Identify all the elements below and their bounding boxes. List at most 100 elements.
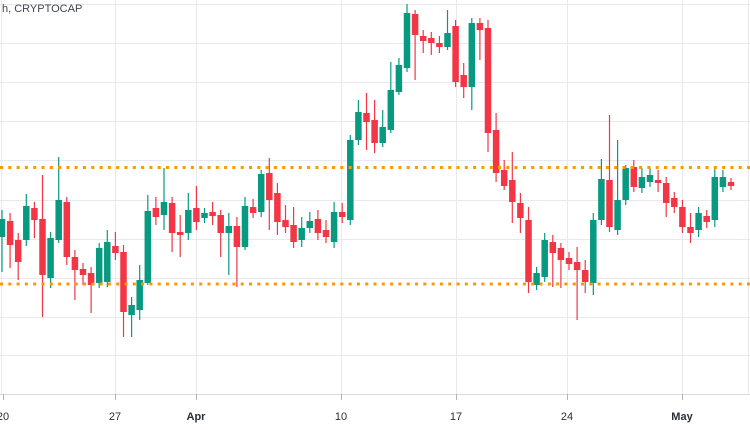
candle-body-down <box>606 180 613 227</box>
candle-body-up <box>55 200 62 240</box>
candle-body-down <box>63 202 71 257</box>
candle-body-up <box>590 220 597 283</box>
candle-body-down <box>282 220 289 227</box>
candle-body-down <box>176 232 184 235</box>
candle-body-down <box>249 207 257 213</box>
candle-body-up <box>136 280 143 310</box>
candle-body-up <box>638 177 646 188</box>
candle-body-down <box>662 183 670 203</box>
time-axis-label[interactable]: 27 <box>109 411 121 423</box>
candle-body-down <box>549 242 557 253</box>
time-axis-label[interactable]: 20 <box>0 411 9 423</box>
candle-body-down <box>703 216 710 222</box>
candle-body-down <box>290 225 297 242</box>
candle-body-down <box>314 219 322 233</box>
candle-body-down <box>87 273 95 285</box>
time-axis-label[interactable]: 10 <box>335 411 347 423</box>
time-axis-label[interactable]: 17 <box>450 411 462 423</box>
candle-body-down <box>419 36 427 41</box>
candle-body-down <box>654 180 662 183</box>
candle-body-up <box>241 206 249 247</box>
candle-body-up <box>95 248 103 283</box>
candle-body-down <box>476 23 484 30</box>
candle-body-up <box>387 90 395 130</box>
candle-body-down <box>630 167 638 187</box>
candle-body-down <box>371 120 378 143</box>
candle-body-down <box>573 262 581 270</box>
candle-body-up <box>144 211 152 283</box>
candle-body-up <box>646 175 654 182</box>
candle-body-down <box>39 219 46 275</box>
candle-body-up <box>533 273 540 285</box>
time-axis-label[interactable]: May <box>671 411 693 423</box>
candle-body-up <box>395 65 403 92</box>
candle-body-down <box>436 43 443 47</box>
candle-body-down <box>217 215 224 233</box>
candle-body-down <box>233 226 241 247</box>
candle-body-up <box>160 202 168 215</box>
candle-body-down <box>322 230 330 237</box>
candle-body-up <box>379 127 386 143</box>
candle-body-down <box>671 198 678 207</box>
candle-body-down <box>687 227 694 233</box>
candle-body-up <box>201 213 208 218</box>
candle-body-up <box>185 210 192 233</box>
candle-body-down <box>727 182 735 186</box>
candle-body-down <box>509 180 516 202</box>
candle-body-down <box>6 221 14 245</box>
candle-body-down <box>71 257 79 270</box>
candle-body-down <box>209 212 216 216</box>
candle-body-down <box>193 208 200 222</box>
candle-body-up <box>0 219 6 237</box>
candle-body-up <box>298 228 305 240</box>
candle-body-up <box>403 13 411 68</box>
time-axis-label[interactable]: 24 <box>561 411 573 423</box>
symbol-label: h, CRYPTOCAP <box>2 3 83 15</box>
candle-body-up <box>47 238 54 278</box>
candle-body-down <box>517 203 524 218</box>
candle-body-up <box>330 212 338 242</box>
candle-body-down <box>484 28 492 133</box>
candle-body-up <box>306 221 314 228</box>
candle-body-down <box>411 14 419 35</box>
candle-body-down <box>120 252 127 312</box>
candle-body-up <box>225 226 233 233</box>
candle-body-down <box>452 26 459 82</box>
candle-body-down <box>428 38 435 43</box>
candle-body-down <box>274 193 281 222</box>
candle-body-up <box>257 174 265 212</box>
candle-body-up <box>444 33 451 47</box>
candle-body-up <box>711 177 719 220</box>
candle-body-up <box>23 206 30 240</box>
candle-body-down <box>565 258 573 264</box>
candle-body-down <box>152 208 160 217</box>
candle-body-up <box>622 168 629 200</box>
candle-body-down <box>500 170 508 186</box>
candle-body-up <box>541 240 548 277</box>
candle-body-down <box>112 246 119 253</box>
candle-body-up <box>128 305 135 315</box>
candle-body-up <box>355 112 362 140</box>
candle-body-down <box>581 270 589 282</box>
candle-body-down <box>557 248 565 260</box>
candle-body-down <box>79 269 87 275</box>
candle-body-down <box>266 173 273 200</box>
candle-body-down <box>492 130 500 173</box>
candle-body-up <box>468 23 476 87</box>
candle-body-down <box>338 212 346 217</box>
candle-body-down <box>31 208 38 220</box>
candle-body-down <box>525 220 532 282</box>
candle-body-down <box>14 240 22 262</box>
candle-body-down <box>363 113 370 122</box>
candle-body-down <box>679 207 686 227</box>
candle-body-up <box>695 213 702 230</box>
candle-body-down <box>168 203 176 233</box>
candle-body-down <box>460 75 467 87</box>
candle-body-up <box>104 242 111 282</box>
candle-body-up <box>347 140 354 220</box>
candle-body-up <box>598 179 605 220</box>
time-axis-label[interactable]: Apr <box>187 411 207 423</box>
candle-body-up <box>614 200 621 230</box>
